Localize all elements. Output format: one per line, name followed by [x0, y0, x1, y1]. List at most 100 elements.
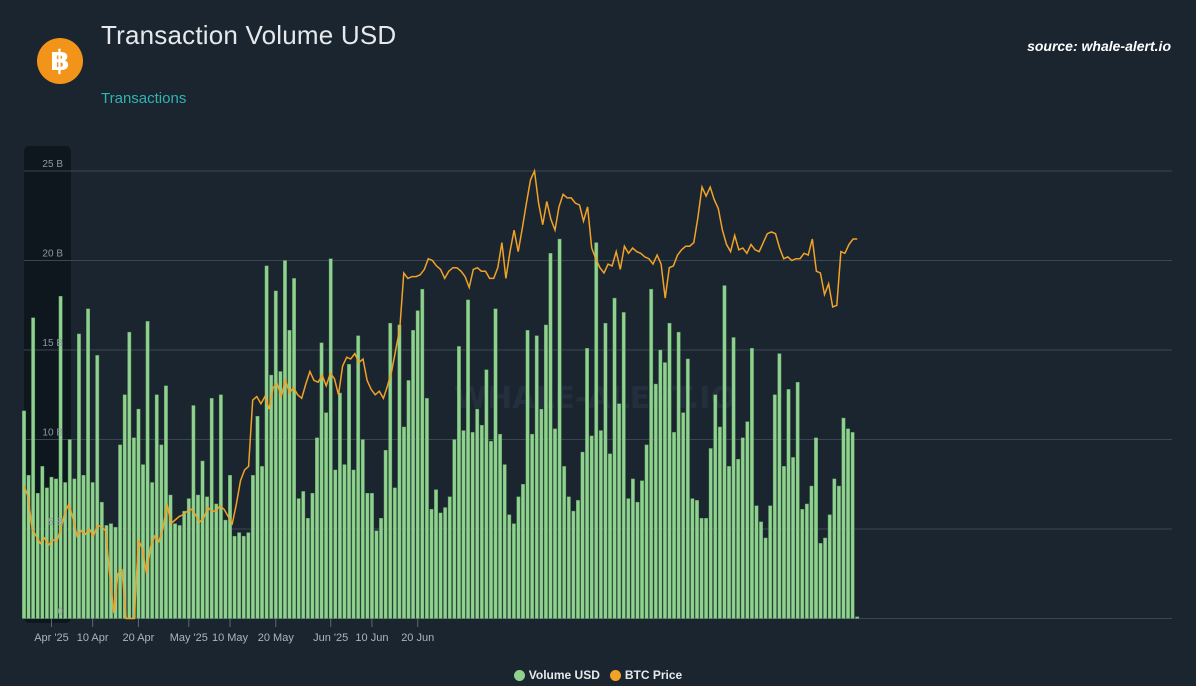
- volume-bar[interactable]: [736, 458, 741, 619]
- volume-bar[interactable]: [498, 433, 503, 619]
- volume-bar[interactable]: [658, 349, 663, 619]
- volume-bar[interactable]: [443, 507, 448, 619]
- volume-bar[interactable]: [209, 398, 214, 619]
- volume-bar[interactable]: [479, 424, 484, 619]
- volume-bar[interactable]: [415, 310, 420, 619]
- volume-bar[interactable]: [676, 331, 681, 619]
- volume-bar[interactable]: [489, 441, 493, 619]
- volume-bar[interactable]: [484, 369, 489, 619]
- volume-bar[interactable]: [365, 493, 370, 619]
- volume-bar[interactable]: [576, 500, 580, 619]
- volume-bar[interactable]: [26, 475, 31, 619]
- volume-bar[interactable]: [424, 398, 429, 619]
- volume-bar[interactable]: [804, 503, 809, 619]
- volume-bar[interactable]: [685, 358, 690, 619]
- volume-bar[interactable]: [621, 312, 626, 619]
- volume-bar[interactable]: [782, 466, 786, 619]
- volume-bar[interactable]: [699, 518, 704, 619]
- volume-bar[interactable]: [795, 382, 800, 619]
- volume-bar[interactable]: [269, 374, 274, 619]
- volume-bar[interactable]: [141, 464, 145, 619]
- volume-bar[interactable]: [86, 308, 90, 619]
- volume-bar[interactable]: [379, 518, 383, 619]
- volume-bar[interactable]: [475, 408, 480, 619]
- volume-bar[interactable]: [763, 537, 768, 619]
- volume-bar[interactable]: [173, 523, 177, 619]
- volume-bar[interactable]: [695, 500, 699, 619]
- volume-bar[interactable]: [850, 432, 855, 619]
- volume-bar[interactable]: [640, 480, 644, 619]
- volume-bar[interactable]: [72, 478, 77, 619]
- volume-bar[interactable]: [164, 385, 168, 619]
- volume-bar[interactable]: [553, 428, 557, 619]
- volume-bar[interactable]: [196, 494, 200, 619]
- volume-bar[interactable]: [580, 451, 585, 619]
- volume-bar[interactable]: [232, 535, 237, 619]
- volume-bar[interactable]: [617, 403, 622, 619]
- volume-bar[interactable]: [429, 509, 434, 619]
- volume-bar[interactable]: [644, 444, 649, 619]
- volume-bar[interactable]: [22, 410, 26, 619]
- volume-bar[interactable]: [772, 394, 777, 619]
- volume-bar[interactable]: [713, 394, 718, 619]
- volume-bar[interactable]: [324, 412, 329, 619]
- volume-bar[interactable]: [241, 535, 246, 619]
- volume-bar[interactable]: [182, 510, 187, 619]
- volume-bar[interactable]: [223, 519, 228, 619]
- volume-bar[interactable]: [283, 260, 287, 619]
- volume-bar[interactable]: [681, 412, 686, 619]
- volume-bar[interactable]: [452, 439, 457, 619]
- volume-bar[interactable]: [113, 527, 118, 619]
- volume-bar[interactable]: [35, 493, 40, 619]
- volume-bar[interactable]: [612, 297, 617, 619]
- volume-bar[interactable]: [260, 466, 264, 619]
- volume-bar[interactable]: [237, 532, 242, 619]
- volume-bar[interactable]: [145, 321, 150, 619]
- volume-bar[interactable]: [168, 494, 173, 619]
- volume-bar[interactable]: [704, 518, 709, 619]
- volume-bar[interactable]: [122, 394, 127, 619]
- volume-bar[interactable]: [246, 532, 251, 619]
- volume-bar[interactable]: [630, 478, 635, 619]
- volume-bar[interactable]: [54, 478, 58, 619]
- volume-bar[interactable]: [383, 450, 388, 619]
- volume-bar[interactable]: [301, 491, 306, 619]
- volume-bar[interactable]: [214, 503, 219, 619]
- volume-bar[interactable]: [516, 496, 521, 619]
- volume-bar[interactable]: [67, 439, 72, 619]
- volume-bar[interactable]: [841, 417, 846, 619]
- volume-bar[interactable]: [250, 475, 255, 619]
- volume-bar[interactable]: [846, 428, 850, 619]
- volume-bar[interactable]: [791, 457, 796, 619]
- volume-bar[interactable]: [370, 493, 374, 619]
- volume-bar[interactable]: [708, 448, 713, 619]
- volume-bar[interactable]: [594, 242, 599, 619]
- volume-bar[interactable]: [118, 444, 123, 619]
- volume-bar[interactable]: [90, 482, 95, 619]
- volume-bar[interactable]: [342, 464, 347, 619]
- volume-bar[interactable]: [836, 485, 841, 619]
- volume-bar[interactable]: [315, 437, 319, 619]
- volume-bar[interactable]: [507, 514, 512, 619]
- volume-bar[interactable]: [351, 469, 356, 619]
- volume-bar[interactable]: [278, 371, 283, 619]
- volume-bar[interactable]: [521, 484, 525, 619]
- volume-bar[interactable]: [626, 498, 631, 619]
- volume-bar[interactable]: [81, 475, 86, 619]
- volume-bar[interactable]: [99, 501, 104, 619]
- volume-bar[interactable]: [809, 485, 814, 619]
- volume-bar[interactable]: [95, 355, 100, 619]
- volume-bar[interactable]: [420, 288, 425, 619]
- volume-bar[interactable]: [186, 498, 191, 619]
- volume-bar[interactable]: [731, 337, 736, 619]
- legend-item-btc-price[interactable]: BTC Price: [609, 668, 682, 682]
- volume-bar[interactable]: [530, 433, 535, 619]
- volume-bar[interactable]: [273, 290, 278, 619]
- volume-bar[interactable]: [823, 537, 828, 619]
- volume-bar[interactable]: [557, 238, 562, 619]
- legend-item-volume[interactable]: Volume USD: [513, 668, 600, 682]
- volume-bar[interactable]: [759, 521, 763, 619]
- volume-bar[interactable]: [411, 330, 416, 619]
- volume-bar[interactable]: [31, 317, 36, 619]
